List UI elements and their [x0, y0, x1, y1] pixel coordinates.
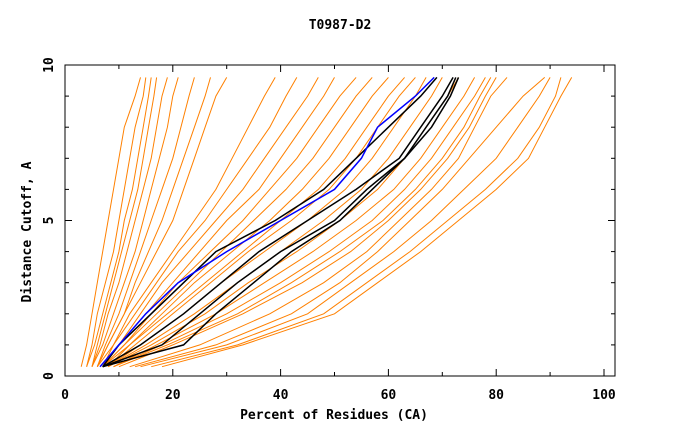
x-tick-label: 80 — [488, 388, 504, 403]
curve-other-17 — [107, 77, 416, 368]
curve-other-11 — [102, 77, 319, 367]
curve-other-4 — [91, 77, 168, 367]
curve-other-29 — [161, 77, 573, 368]
axis-ticks — [64, 64, 615, 377]
curve-other-9 — [96, 77, 276, 367]
curves — [80, 76, 573, 368]
curve-other-1 — [86, 77, 147, 367]
y-tick-label: 0 — [42, 372, 57, 380]
curve-other-15 — [102, 77, 389, 368]
curve-reference-1 — [102, 77, 454, 368]
curve-other-26 — [134, 77, 546, 368]
curve-other-13 — [102, 77, 357, 368]
x-tick-label: 40 — [273, 388, 289, 403]
curve-other-23 — [113, 77, 492, 368]
y-tick-label: 5 — [42, 217, 57, 225]
curve-other-25 — [129, 77, 508, 368]
curve-other-6 — [96, 77, 195, 367]
curve-other-5 — [91, 77, 179, 367]
y-axis-label: Distance Cutoff, A — [20, 161, 35, 302]
x-tick-label: 100 — [592, 388, 616, 403]
curve-other-10 — [102, 77, 298, 367]
curve-other-24 — [118, 77, 497, 368]
x-tick-label: 20 — [165, 388, 181, 403]
curve-reference-3 — [102, 77, 460, 368]
chart-title: T0987-D2 — [309, 18, 372, 33]
curve-other-0 — [80, 77, 141, 367]
y-tick-label: 10 — [42, 57, 57, 73]
x-tick-label: 0 — [61, 388, 69, 403]
curve-other-2 — [86, 77, 152, 367]
curve-other-8 — [96, 77, 228, 367]
curve-other-14 — [102, 77, 373, 368]
curve-other-28 — [151, 77, 562, 368]
curve-reference-0 — [102, 76, 438, 368]
y-tick-labels: 0 5 10 — [42, 57, 57, 380]
curve-other-27 — [140, 77, 551, 368]
curve-highlight — [99, 76, 435, 368]
curve-reference-2 — [102, 77, 457, 368]
x-tick-labels: 0 20 40 60 80 100 — [61, 388, 616, 403]
curve-other-19 — [107, 77, 443, 368]
curve-other-21 — [113, 77, 476, 368]
x-axis-label: Percent of Residues (CA) — [240, 408, 428, 423]
x-tick-label: 60 — [381, 388, 397, 403]
curve-other-3 — [91, 77, 158, 367]
